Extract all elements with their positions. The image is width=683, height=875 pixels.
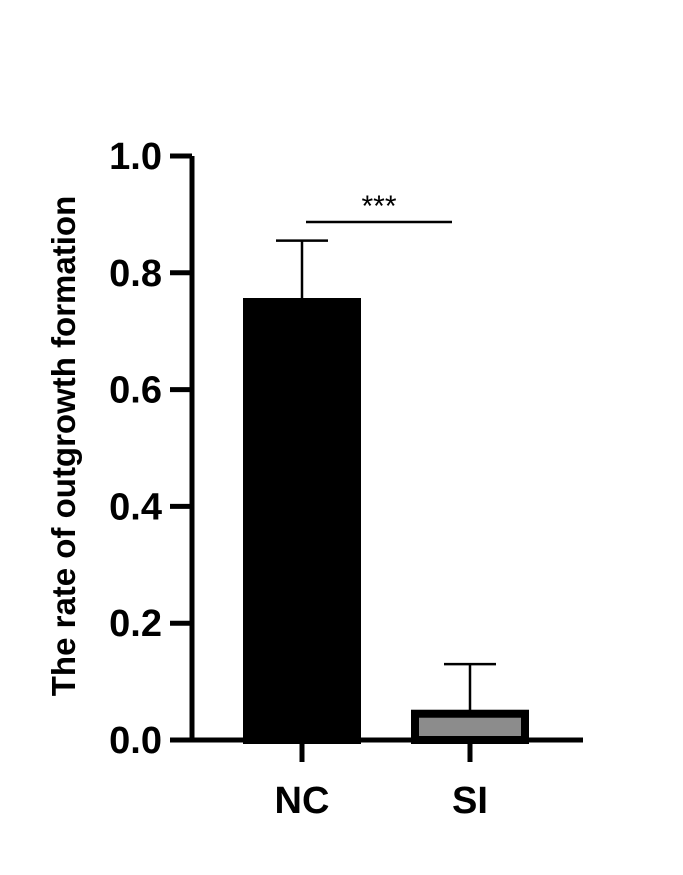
y-tick-label: 0.8 — [109, 253, 162, 295]
y-tick-label: 0.2 — [109, 603, 162, 645]
y-tick-label: 0.0 — [109, 720, 162, 762]
bars — [243, 298, 529, 744]
error-bars — [276, 239, 496, 714]
bar-si — [411, 709, 529, 744]
significance-annotation: *** — [306, 190, 452, 224]
y-tick-label: 0.6 — [109, 370, 162, 412]
x-tick-label: NC — [275, 780, 330, 822]
bar-nc — [243, 298, 361, 744]
y-tick-label: 1.0 — [109, 136, 162, 178]
x-tick-label: SI — [452, 780, 488, 822]
y-tick-label: 0.4 — [109, 486, 162, 528]
y-axis-label: The rate of outgrowth formation — [45, 196, 82, 696]
y-axis: 0.0 0.2 0.4 0.6 0.8 1.0 — [109, 136, 195, 762]
significance-label: *** — [361, 190, 396, 223]
x-axis: NC SI — [189, 737, 583, 822]
